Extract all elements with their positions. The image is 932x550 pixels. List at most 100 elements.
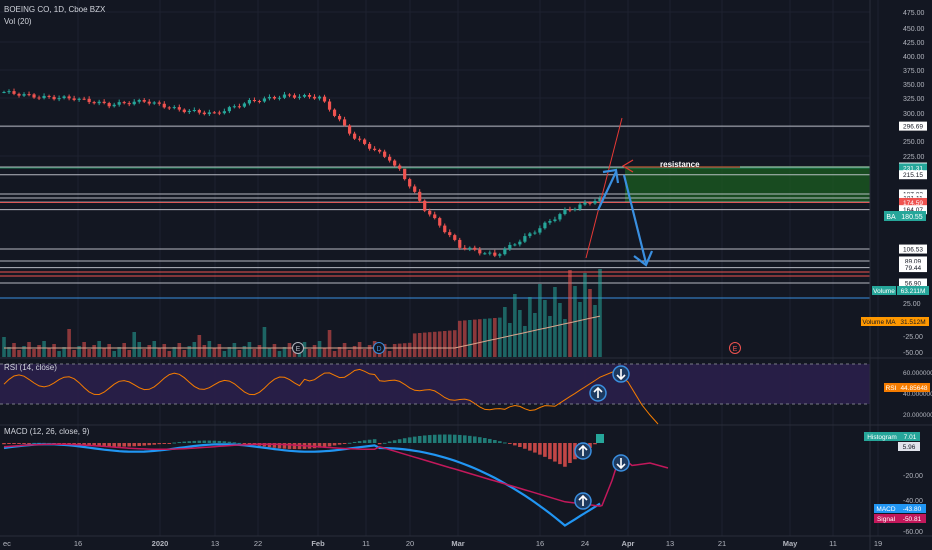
candle-body [453,235,457,240]
candle-body [107,103,111,107]
volume-bar [272,344,277,357]
volume-bar [312,345,317,357]
rsi-tick-label: 40.000000 [903,391,932,398]
histogram-bar [362,440,367,443]
histogram-bar [232,442,237,444]
up-arrow[interactable] [597,171,617,211]
volume-bar [352,346,357,357]
histogram-bar [102,443,106,447]
svg-text:D: D [376,346,381,353]
histogram-bar [217,440,222,443]
histogram-bar [162,443,167,444]
histogram-bar [152,443,157,445]
volume-bar [162,344,167,357]
price-tick-label: 375.00 [903,68,925,75]
dividend-marker-icon[interactable]: D [373,342,385,354]
candle-body [403,168,407,180]
histogram-bar [212,440,217,443]
candle-body [483,253,487,255]
candle-body [172,107,176,109]
volume-bar [437,331,442,357]
volume-bar [262,327,267,357]
arrow-up-circle-icon[interactable] [574,442,592,460]
histogram-bar [62,443,66,444]
volume-bar [87,349,91,357]
histogram-bar [77,443,81,445]
volume-bar [598,269,602,357]
histogram-bar [92,443,96,446]
rsi-band [0,364,870,404]
time-tick-label: 21 [718,539,726,548]
price-level-tag: 296.69 [903,124,923,131]
histogram-bar [508,443,512,444]
rsi-axis[interactable]: 60.000000 40.000000 20.000000 [903,370,932,419]
macd-axis[interactable]: -20.00 -40.00 -60.00 [903,473,923,536]
rsi-indicator-label[interactable]: RSI (14, close) [4,363,57,372]
candle-body [187,110,191,113]
rsi-line [3,368,659,425]
resistance-label: resistance [660,160,700,169]
price-level-tag: 89.09 [905,258,922,265]
price-level-tag-box [899,197,927,207]
histogram-bar [157,443,162,445]
arrow-up-circle-icon[interactable] [574,492,592,510]
histogram-bar [397,439,402,443]
histogram-bar [543,443,547,457]
earnings-marker-icon[interactable]: E [292,342,304,354]
price-tick-label: 250.00 [903,139,925,146]
volume-bar [317,341,322,357]
histogram-bar [27,443,31,444]
arrow-down-circle-icon[interactable] [612,365,630,383]
volume-indicator-label[interactable]: Vol (20) [4,17,32,26]
volume-bar [467,320,472,357]
symbol-title[interactable]: BOEING CO, 1D, Cboe BZX [4,5,106,14]
histogram-bar [457,434,462,443]
volume-bar [588,289,592,357]
arrow-down-circle-icon[interactable] [612,454,630,472]
volume-bar [462,320,467,357]
volume-bar [472,319,477,357]
macd-indicator-label[interactable]: MACD (12, 26, close, 9) [4,427,90,436]
volume-bar [337,347,342,357]
histogram-bar [317,443,322,448]
volume-bar [47,348,51,357]
histogram-bar [568,443,572,463]
candle-body [327,101,332,110]
volume-bar [187,346,192,357]
candle-body [428,210,432,215]
volume-bar [7,347,11,357]
candle-body [568,209,572,211]
volume-bar [483,318,487,357]
svg-text:5.96: 5.96 [903,444,916,451]
histogram-bar [337,443,342,445]
volume-bar [257,345,262,357]
volume-bar [392,344,397,357]
candle-body [458,239,462,248]
volume-bar [122,343,127,357]
candle-body [598,198,602,201]
arrow-up-circle-icon[interactable] [589,384,607,402]
volume-bar [82,342,86,357]
svg-text:Volume: Volume [873,288,895,295]
volume-bar [533,313,537,357]
earnings-marker-icon[interactable]: E [729,342,741,354]
price-level-tag: 164.07 [903,207,923,214]
histogram-bar [523,443,527,449]
trend-line[interactable] [585,117,623,259]
volume-bar [362,349,367,357]
svg-text:Signal: Signal [877,516,896,523]
histogram-bar [237,442,242,444]
volume-bar [222,351,227,357]
down-arrow[interactable] [622,174,648,264]
macd-tick-label: -20.00 [903,473,923,480]
time-axis[interactable]: ec 16 2020 13 22 Feb 11 20 Mar 16 24 Apr 13 21 May 11 19 [3,539,882,548]
volume-bar [177,343,182,357]
candle-body [448,232,452,236]
histogram-bar [2,443,6,445]
svg-text:BA: BA [886,214,896,221]
candle-body [102,101,106,104]
price-level-tag-box [899,163,927,173]
candle-body [463,247,467,250]
volume-bar [553,287,557,357]
